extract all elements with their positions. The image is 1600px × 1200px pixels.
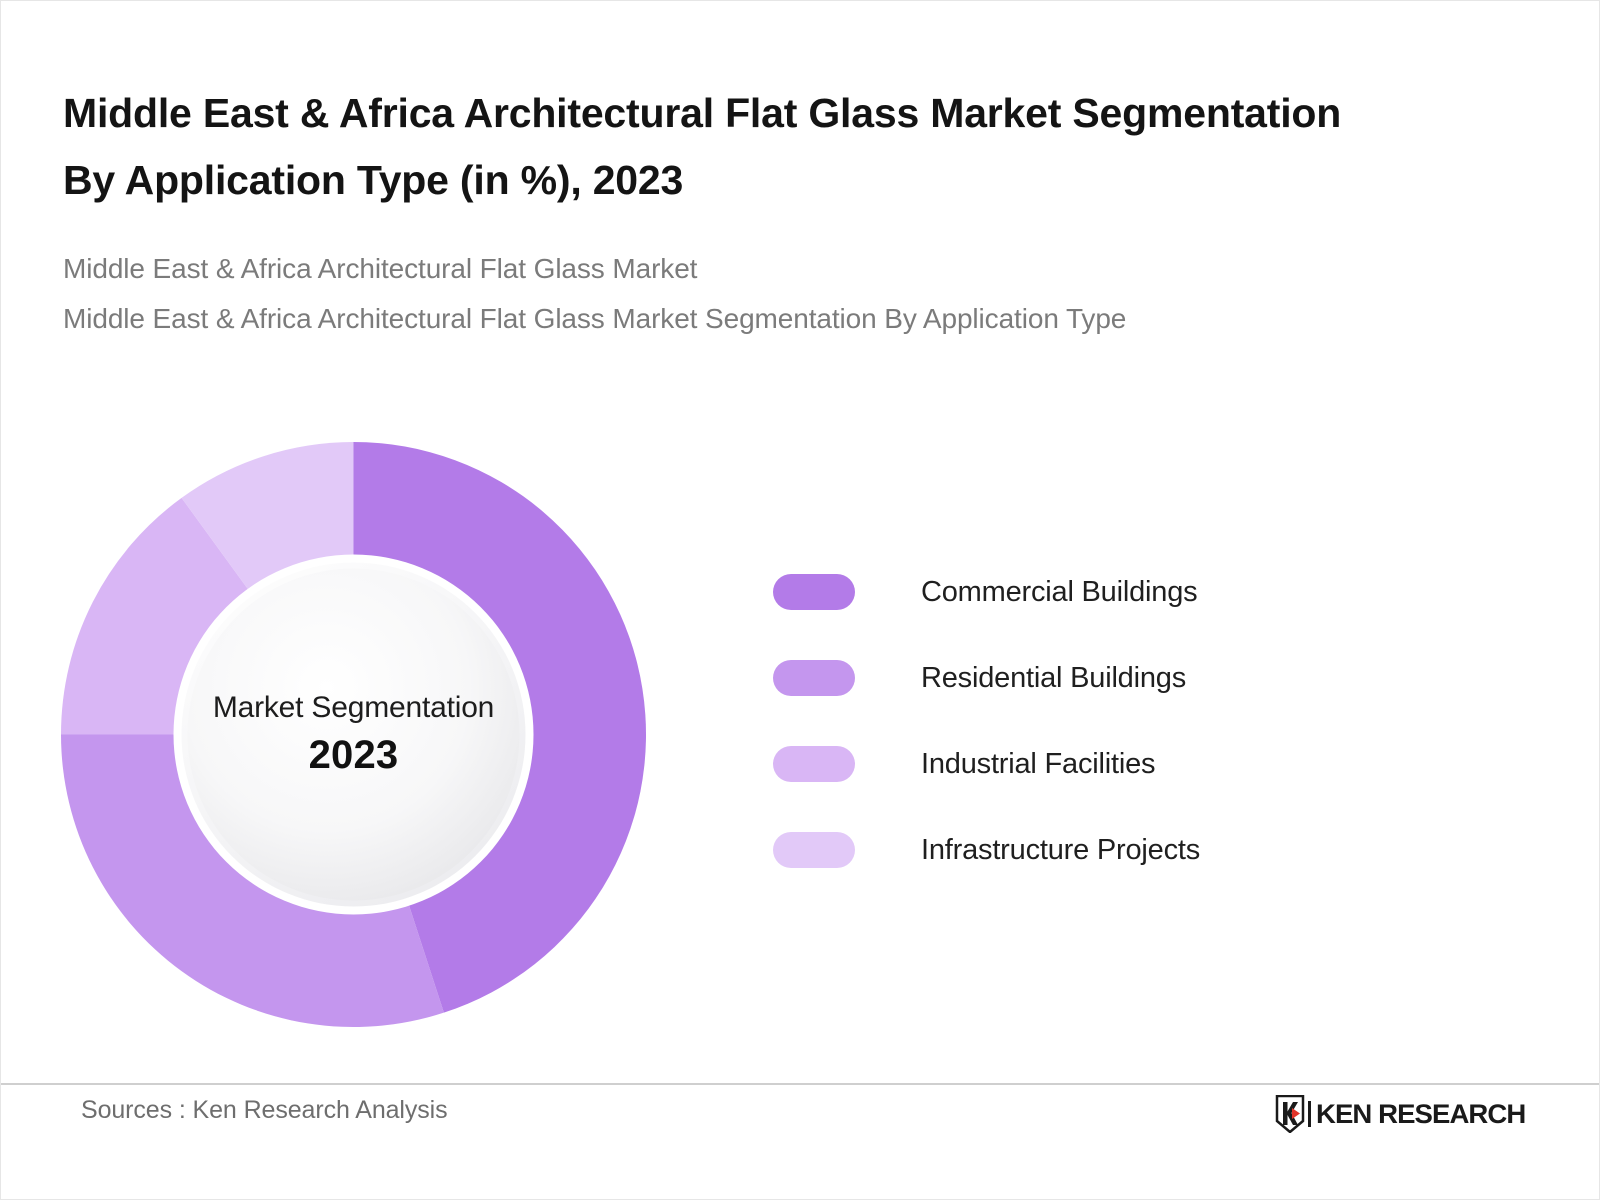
legend-swatch [773,660,855,696]
legend-swatch [773,746,855,782]
chart-legend: Commercial Buildings Residential Building… [773,549,1200,893]
legend-item[interactable]: Infrastructure Projects [773,807,1200,893]
legend-item[interactable]: Residential Buildings [773,635,1200,721]
legend-item[interactable]: Industrial Facilities [773,721,1200,807]
brand-name: KEN RESEARCH [1315,1098,1526,1129]
legend-swatch [773,832,855,868]
brand-divider [1307,1101,1311,1127]
legend-label: Residential Buildings [921,661,1187,694]
donut-svg [61,442,646,1027]
subtitle-block: Middle East & Africa Architectural Flat … [63,244,1533,344]
legend-label: Industrial Facilities [921,747,1156,780]
subtitle-line-market: Middle East & Africa Architectural Flat … [63,253,698,284]
legend-label: Infrastructure Projects [921,833,1201,866]
chart-area: Market Segmentation 2023 Commercial Buil… [1,401,1600,1061]
footer-source-text: Sources : Ken Research Analysis [81,1096,448,1124]
page-title: Middle East & Africa Architectural Flat … [63,90,1342,203]
legend-swatch [773,574,855,610]
donut-hub [187,568,520,901]
footer-divider [1,1083,1599,1085]
subtitle-line-segmentation: Middle East & Africa Architectural Flat … [63,302,1127,334]
donut-chart: Market Segmentation 2023 [61,442,646,1027]
brand-logo: KEN RESEARCH [1275,1095,1526,1133]
legend-label: Commercial Buildings [921,575,1198,608]
ken-research-shield-icon [1275,1095,1305,1133]
legend-item[interactable]: Commercial Buildings [773,549,1200,635]
